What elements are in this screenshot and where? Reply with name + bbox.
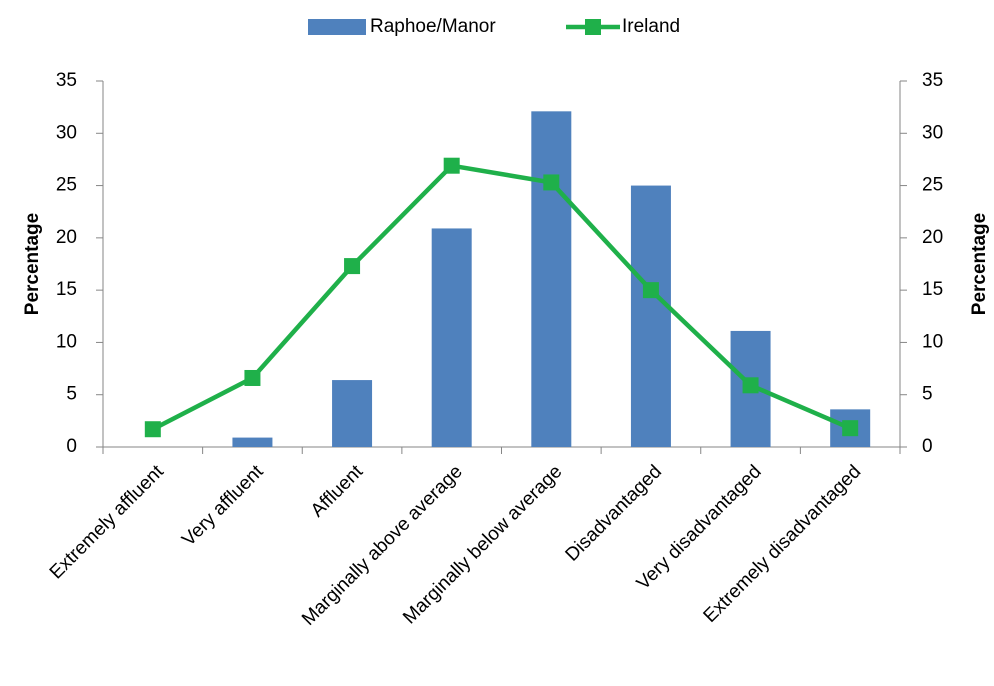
legend-swatch: [308, 19, 366, 35]
x-tick-label: Marginally above average: [298, 461, 467, 630]
y2-tick-label: 10: [922, 331, 943, 352]
bar: [332, 380, 373, 447]
y2-tick-label: 20: [922, 227, 943, 248]
x-tick-label: Extremely disadvantaged: [700, 461, 866, 627]
bar: [232, 437, 273, 447]
y-tick-label: 5: [66, 384, 77, 405]
y-axis-title: Percentage: [22, 213, 43, 315]
x-tick-label: Disadvantaged: [562, 461, 666, 565]
y-tick-label: 25: [56, 175, 77, 196]
y2-axis-title: Percentage: [969, 213, 990, 315]
legend-label: Ireland: [622, 16, 680, 37]
bar: [431, 228, 472, 447]
x-tick-label: Very affluent: [178, 461, 268, 551]
y2-tick-label: 5: [922, 384, 933, 405]
bar: [531, 111, 572, 447]
y2-tick-label: 0: [922, 436, 933, 457]
y-tick-label: 30: [56, 122, 77, 143]
line-marker: [344, 258, 361, 275]
line-marker: [244, 369, 261, 386]
line-marker: [842, 420, 859, 437]
bar: [630, 185, 671, 448]
y-tick-label: 35: [56, 70, 77, 91]
y2-tick-label: 15: [922, 279, 943, 300]
x-tick-label: Affluent: [307, 461, 368, 522]
y-tick-label: 20: [56, 227, 77, 248]
y-tick-label: 15: [56, 279, 77, 300]
legend-label: Raphoe/Manor: [370, 16, 496, 37]
line-marker: [543, 174, 560, 191]
legend-swatch: [585, 19, 601, 35]
y2-tick-label: 35: [922, 70, 943, 91]
line-marker: [443, 157, 460, 174]
line: [151, 163, 852, 432]
y2-tick-label: 25: [922, 175, 943, 196]
x-tick-label: Extremely affluent: [46, 461, 169, 584]
x-tick-label: Marginally below average: [399, 461, 566, 628]
y2-tick-label: 30: [922, 122, 943, 143]
y-tick-label: 10: [56, 331, 77, 352]
line-marker: [742, 377, 759, 394]
y-tick-label: 0: [66, 436, 77, 457]
line-marker: [144, 421, 161, 438]
line-marker: [642, 282, 659, 299]
